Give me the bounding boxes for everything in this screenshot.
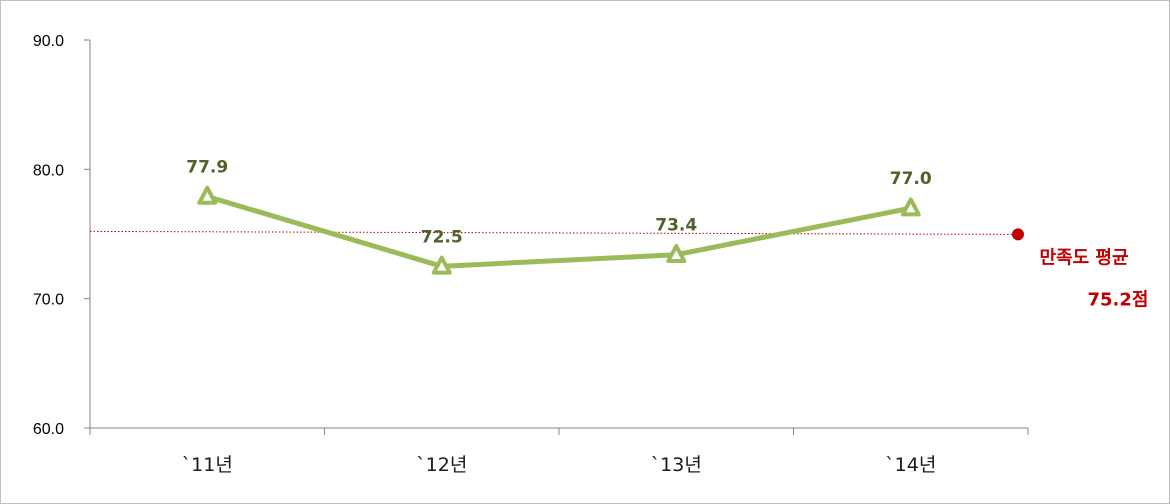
data-point-marker <box>900 197 921 217</box>
x-category-label: `11년 <box>182 454 233 476</box>
average-label: 만족도 평균 <box>1039 247 1128 268</box>
data-label: 73.4 <box>655 216 697 236</box>
average-marker <box>1012 228 1024 241</box>
data-label: 72.5 <box>421 227 463 247</box>
y-tick-label: 70.0 <box>33 292 64 309</box>
x-category-label: `12년 <box>416 454 467 476</box>
average-reference: 만족도 평균 75.2점 <box>89 228 1149 310</box>
data-label: 77.9 <box>186 157 228 177</box>
x-category-label: `14년 <box>885 454 936 476</box>
y-tick-label: 90.0 <box>33 33 64 50</box>
y-tick-label: 60.0 <box>33 421 64 438</box>
average-line <box>89 230 1019 235</box>
data-label: 77.0 <box>890 169 932 189</box>
data-point-marker <box>197 185 218 205</box>
axes: 60.0 70.0 80.0 90.0 `11년 `12년 `13년 `14년 <box>33 33 1029 476</box>
average-value-label: 75.2점 <box>1088 289 1149 310</box>
x-category-label: `13년 <box>651 454 702 476</box>
series-line <box>204 193 914 269</box>
y-tick-label: 80.0 <box>33 162 64 179</box>
data-point-marker <box>431 255 452 275</box>
data-point-marker <box>666 244 687 263</box>
labels-group: 77.9 72.5 73.4 77.0 <box>186 157 932 247</box>
series-group <box>197 185 921 275</box>
